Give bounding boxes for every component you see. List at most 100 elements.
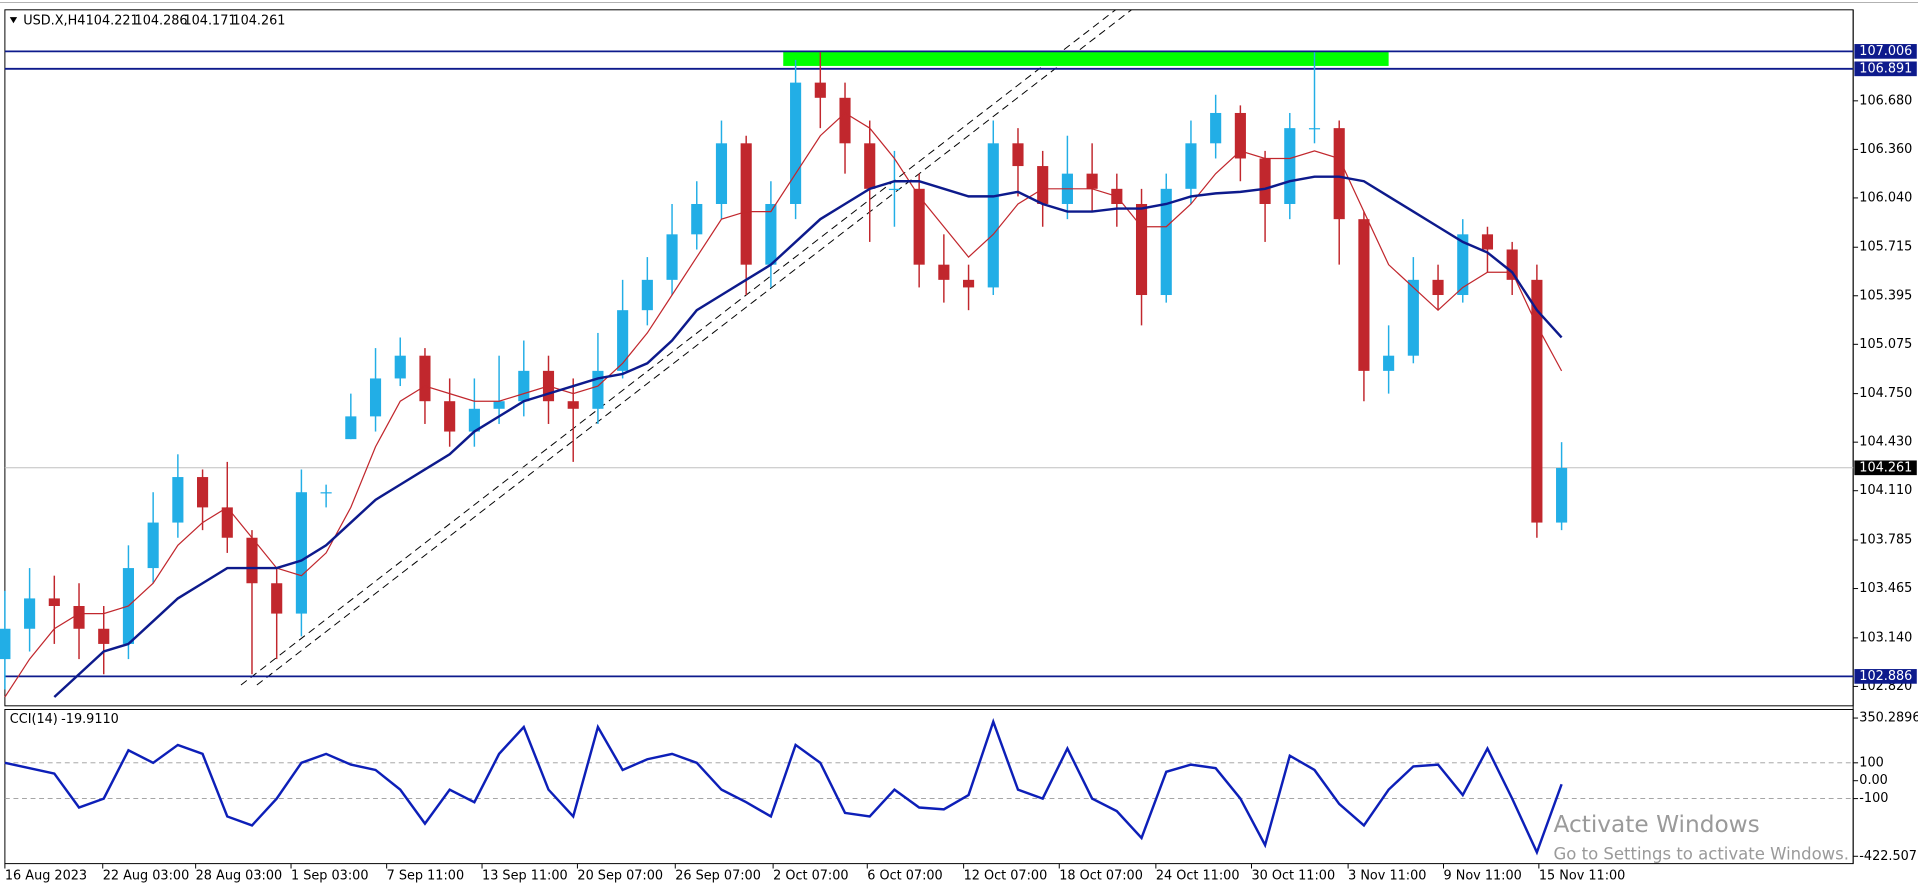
candle-body	[567, 401, 579, 409]
y-tick-label: -422.507	[1859, 849, 1917, 864]
y-tick-label: 104.430	[1859, 435, 1912, 450]
candle-body	[963, 279, 975, 288]
candle-body	[1333, 128, 1345, 220]
candle-body	[98, 628, 110, 644]
level-label: 106.891	[1859, 61, 1912, 76]
candle-body	[938, 264, 950, 280]
indicator-value: -19.9110	[61, 712, 119, 727]
x-tick-label: 9 Nov 11:00	[1443, 868, 1521, 883]
candle-body	[48, 598, 60, 607]
y-tick-label: 350.2896	[1859, 711, 1918, 726]
x-tick-label: 24 Oct 11:00	[1156, 868, 1240, 883]
level-label-box	[1854, 44, 1917, 59]
y-tick-label: 0.00	[1859, 773, 1888, 788]
ohlc-value: 104.171	[183, 13, 236, 28]
cci-line	[4, 717, 1563, 856]
y-tick-label: 105.395	[1859, 288, 1912, 303]
candle-body	[0, 628, 11, 660]
candle-body	[197, 477, 209, 508]
candle-body	[1383, 355, 1395, 371]
level-label: 107.006	[1859, 44, 1912, 59]
price-layer: 106.680 106.360 106.040 105.715 105.395 105.0…	[0, 44, 1917, 883]
candle-body	[814, 82, 826, 98]
candle-body	[1259, 158, 1271, 204]
candle-body	[592, 370, 604, 409]
last-price-label: 104.261	[1859, 460, 1912, 475]
x-tick-label: 28 Aug 03:00	[196, 868, 282, 883]
cci-layer: 350.2896 100 0.00 -100 -422.507	[4, 711, 1918, 864]
symbol: USD.X,H4	[23, 13, 85, 28]
candle-body	[765, 203, 777, 265]
indicator-name: CCI(14)	[10, 712, 58, 727]
candle-body	[468, 408, 480, 432]
moving-average	[4, 112, 1563, 698]
y-tick-label: 103.465	[1859, 581, 1912, 596]
candle-body	[641, 279, 653, 311]
candle-body	[1432, 279, 1444, 296]
y-tick-label: 106.680	[1859, 93, 1912, 108]
candle-body	[1135, 203, 1148, 296]
candle-body	[24, 598, 36, 629]
symbol-dropdown[interactable]	[9, 17, 18, 24]
y-tick-label: -100	[1859, 791, 1888, 806]
x-tick-label: 6 Oct 07:00	[867, 868, 942, 883]
level-label-box	[1854, 669, 1917, 684]
candle-body	[246, 537, 258, 584]
ohlc-value: 104.221	[86, 13, 139, 28]
level-label: 102.886	[1859, 669, 1912, 684]
y-tick-label: 103.140	[1859, 630, 1912, 645]
candle-body	[740, 143, 752, 265]
x-tick-label: 12 Oct 07:00	[964, 868, 1048, 883]
candle-body	[617, 310, 629, 371]
x-tick-label: 18 Oct 07:00	[1059, 868, 1143, 883]
y-tick-label: 105.075	[1859, 337, 1912, 352]
candle-body	[271, 583, 283, 614]
x-tick-label: 3 Nov 11:00	[1348, 868, 1426, 883]
candle-body	[987, 143, 999, 288]
channel-line	[240, 9, 1116, 686]
trend-channel	[240, 9, 1132, 686]
x-tick-label: 26 Sep 07:00	[675, 868, 761, 883]
watermark-subtitle: Go to Settings to activate Windows.	[1553, 845, 1849, 864]
candle-body	[172, 477, 184, 523]
x-tick-label: 1 Sep 03:00	[291, 868, 368, 883]
candle-body	[1481, 234, 1494, 250]
candle-body	[691, 203, 703, 235]
y-tick-label: 106.360	[1859, 142, 1912, 157]
candle-body	[913, 188, 925, 265]
y-tick-label: 104.750	[1859, 386, 1912, 401]
candle-body	[1012, 143, 1024, 167]
supply-zone	[783, 51, 1389, 66]
x-tick-label: 7 Sep 11:00	[387, 868, 464, 883]
candle-body	[1037, 166, 1049, 204]
candle-body	[666, 234, 678, 280]
candle-body	[73, 606, 85, 629]
ohlc-value: 104.286	[135, 13, 188, 28]
candle-body	[518, 370, 530, 402]
x-tick-label: 22 Aug 03:00	[103, 868, 189, 883]
x-tick-label: 2 Oct 07:00	[773, 868, 848, 883]
y-tick-label: 105.715	[1859, 240, 1912, 255]
level-label-box	[1854, 61, 1917, 77]
y-tick-label: 103.785	[1859, 533, 1912, 548]
candle-body	[1284, 128, 1296, 204]
channel-line	[256, 9, 1132, 686]
x-tick-label: 16 Aug 2023	[5, 868, 87, 883]
candle-body	[221, 507, 233, 538]
candle-body	[147, 522, 159, 569]
watermark-title: Activate Windows	[1553, 811, 1759, 838]
candle-body	[320, 492, 332, 494]
candle-body	[493, 401, 505, 409]
candle-body	[1185, 143, 1197, 189]
y-tick-label: 104.110	[1859, 483, 1912, 498]
candle-body	[1234, 112, 1246, 159]
moving-average	[53, 175, 1563, 698]
candle-body	[1308, 128, 1321, 130]
x-tick-label: 13 Sep 11:00	[482, 868, 568, 883]
y-tick-label: 106.040	[1859, 190, 1912, 205]
candle-body	[1506, 249, 1518, 280]
candle-body	[864, 143, 876, 189]
candle-body	[1358, 219, 1370, 371]
candle-body	[345, 416, 357, 440]
